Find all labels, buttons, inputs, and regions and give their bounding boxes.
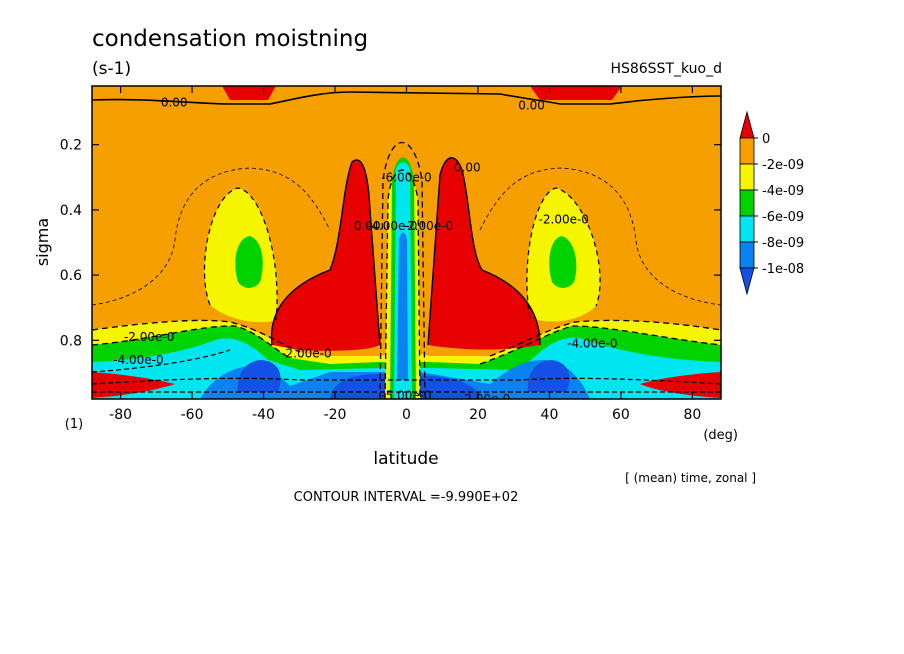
band-blue-column [397,232,408,380]
contour-outer-right [479,167,721,306]
contour-label: -2.00e-0 [539,213,589,227]
x-axis-units: (deg) [703,428,738,443]
contour-zero-top [92,91,721,105]
chart-title: condensation moistning [92,26,368,52]
contour-label: -6.00e-0 [381,170,431,184]
band-green-left [235,236,263,288]
x-tick-label: -80 [109,407,132,423]
contour-neg2-left [92,319,301,353]
contour-label: 0.00 [454,161,481,175]
colorbar-bottom-arrow [739,267,755,296]
x-tick-label: -20 [324,407,347,423]
contour-label: -4.00e-0 [113,353,163,367]
contour-outer-left [92,167,331,306]
contour-label: -4.00e-0 [367,219,417,233]
contour-label: -2.00e-0 [460,392,510,406]
x-tick-label: 60 [612,407,630,423]
contour-label: -2.00e-0 [281,346,331,360]
x-tick-label: -60 [181,407,204,423]
colorbar-label: -6e-09 [762,210,804,225]
x-tick-label: 20 [469,407,487,423]
contour-label: -2.00e-0 [403,219,453,233]
y-tick-label: 0.2 [60,138,82,154]
x-tick-label: 0 [402,407,411,423]
colorbar-label: -2e-09 [762,158,804,173]
band-green-right [549,236,577,288]
contour-label: -4.00e-0 [567,337,617,351]
x-tick-label: -40 [252,407,275,423]
colorbar-swatch [739,215,755,243]
chart-units: (s-1) [92,59,131,79]
contour-field: 0.00 0.00 0.00 0.00 -2.00e-0 -2.00e-0 -2.00e-0… [92,86,721,406]
contour-column [379,141,426,399]
x-axis-label: latitude [373,449,438,469]
y-tick-label: 0.8 [60,333,82,349]
band-red-left [271,160,380,351]
contour-lobe-right [526,187,601,319]
y-axis-units: (1) [65,417,83,432]
contour-label: 0.00 [518,99,545,113]
band-red-right [428,157,540,350]
band-red-top [222,86,622,100]
x-tick-label: 40 [541,407,559,423]
contour-neg4-right [479,325,721,365]
contour-neg2-right [489,319,721,357]
x-tick-label: 80 [683,407,701,423]
contour-interval: CONTOUR INTERVAL =-9.990E+02 [294,490,519,505]
contour-red-left [270,159,381,346]
colorbar-swatch [739,189,755,217]
colorbar-label: -8e-09 [762,236,804,251]
x-axis: -80 -60 -40 -20 0 20 40 60 80 [109,86,701,423]
contour-label: 0.00 [161,95,188,109]
colorbar-top-arrow [739,110,755,139]
colorbar-label: -4e-09 [762,184,804,199]
y-axis-label: sigma [33,218,52,266]
y-axis: 0.2 0.4 0.6 0.8 [60,138,721,349]
y-tick-label: 0.6 [60,268,82,284]
colorbar-label: 0 [762,132,770,147]
contour-label: -2.00e-0 [124,330,174,344]
contour-lobe-left [203,187,278,321]
colorbar: 0 -2e-09 -4e-09 -6e-09 -8e-09 -1e-08 [739,110,804,296]
contour-red-right [427,157,541,346]
dataset-label: HS86SST_kuo_d [610,61,722,77]
y-tick-label: 0.4 [60,203,82,219]
colorbar-label: -1e-08 [762,262,804,277]
contour-neg4-left [92,325,291,359]
contour-label: 0.00 [354,219,381,233]
colorbar-swatch [739,163,755,191]
colorbar-swatch [739,241,755,269]
colorbar-swatch [739,137,755,165]
mean-note: [ (mean) time, zonal ] [625,471,756,485]
